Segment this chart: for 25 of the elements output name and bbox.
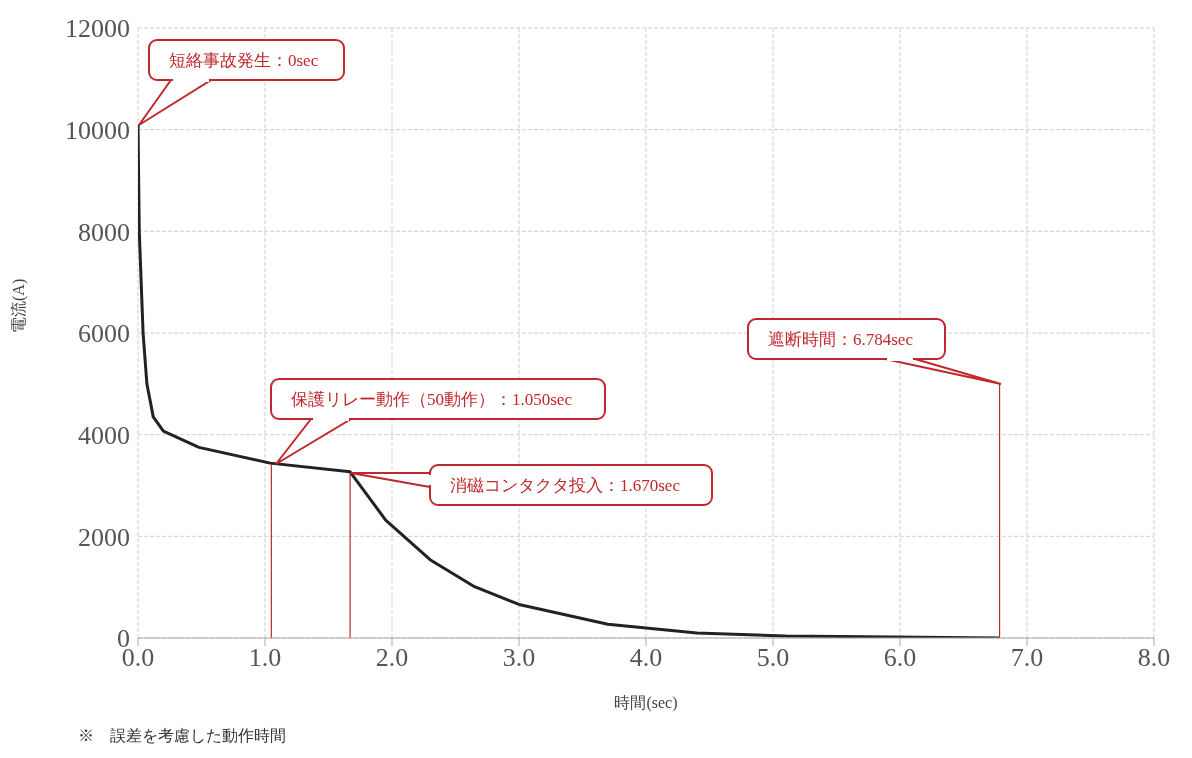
x-tick-label: 7.0	[1010, 643, 1044, 673]
annotation: 短絡事故発生：0sec	[169, 51, 319, 70]
speech-bubble: 遮断時間：6.784sec	[747, 318, 1002, 385]
x-tick-label: 6.0	[883, 643, 917, 673]
x-tick-label: 5.0	[756, 643, 790, 673]
x-tick-label: 4.0	[629, 643, 663, 673]
text: ※ 誤差を考慮した動作時間	[78, 726, 286, 746]
y-tick-label: 10000	[65, 115, 130, 145]
speech-bubble: 短絡事故発生：0sec	[138, 39, 345, 126]
y-tick-label: 8000	[78, 217, 130, 247]
x-tick-label: 1.0	[248, 643, 282, 673]
y-tick-label: 6000	[78, 319, 130, 349]
x-tick-label: 8.0	[1137, 643, 1171, 673]
x-axis-title: 時間(sec)	[614, 694, 678, 712]
annotation: 遮断時間：6.784sec	[768, 330, 914, 349]
x-tick-label: 2.0	[375, 643, 409, 673]
y-axis-title: 電流(A)	[9, 278, 28, 333]
y-tick-label: 4000	[78, 420, 130, 450]
x-tick-label: 3.0	[502, 643, 536, 673]
y-tick-label: 12000	[65, 14, 130, 44]
speech-bubble: 保護リレー動作（50動作）：1.050sec	[270, 378, 606, 465]
y-tick-label: 2000	[78, 522, 130, 552]
line-series	[138, 123, 1002, 638]
annotation: 消磁コンタクタ投入：1.670sec	[450, 476, 681, 495]
annotation: 保護リレー動作（50動作）：1.050sec	[291, 390, 573, 409]
